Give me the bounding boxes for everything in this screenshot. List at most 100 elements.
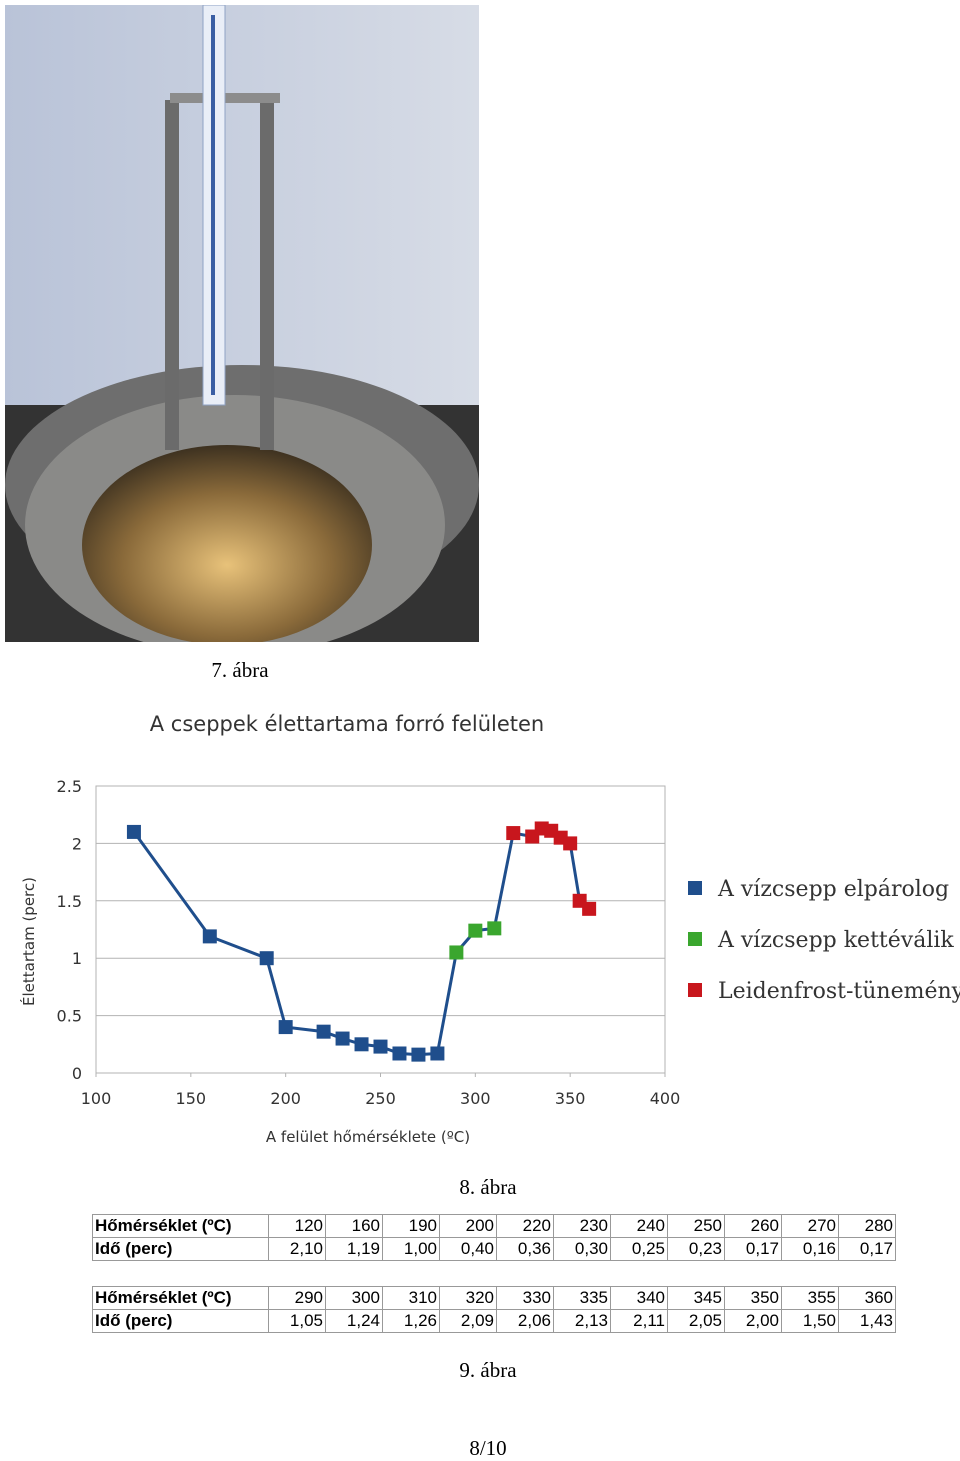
x-tick-label: 100	[81, 1089, 112, 1108]
caption: 9. ábra	[459, 1358, 517, 1382]
table-cell: 2,06	[496, 1309, 554, 1333]
table-cell: 270	[781, 1214, 839, 1238]
x-tick-label: 150	[176, 1089, 207, 1108]
table-cell: 1,19	[325, 1237, 383, 1261]
x-tick-label: 200	[270, 1089, 301, 1108]
table-cell: 230	[553, 1214, 611, 1238]
marker	[259, 951, 274, 966]
data-table: Hőmérséklet (ºC) 290 300 310 320 330 335 340 345…	[92, 1286, 896, 1333]
table-cell: Hőmérséklet (ºC)	[92, 1286, 269, 1310]
table-cell: 2,00	[724, 1309, 782, 1333]
connector-line	[492, 832, 515, 929]
table-cell: 280	[838, 1214, 896, 1238]
legend-swatch	[688, 881, 702, 895]
table-cell: 260	[724, 1214, 782, 1238]
caption: 7. ábra	[211, 658, 269, 682]
y-tick-label: 0	[72, 1064, 82, 1083]
y-tick-label: 2	[72, 834, 82, 853]
marker	[487, 921, 502, 936]
table-cell: 1,00	[382, 1237, 440, 1261]
x-axis-label: A felület hőmérséklete (ºC)	[266, 1128, 470, 1146]
plot-area	[95, 785, 666, 1074]
y-tick-label: 1	[72, 949, 82, 968]
table-cell: 290	[268, 1286, 326, 1310]
table-cell: 240	[610, 1214, 668, 1238]
table-cell: 250	[667, 1214, 725, 1238]
x-tick-label: 250	[365, 1089, 396, 1108]
marker	[126, 824, 141, 839]
table-cell: 310	[382, 1286, 440, 1310]
legend-label: A vízcsepp elpárolog	[717, 877, 949, 902]
table-cell: 1,05	[268, 1309, 326, 1333]
table-cell: 350	[724, 1286, 782, 1310]
table-row: Hőmérséklet (ºC) 120 160 190 200 220 230 240 250…	[92, 1214, 896, 1238]
y-tick-label: 1.5	[57, 892, 82, 911]
table-cell: Idő (perc)	[92, 1309, 269, 1333]
table-cell: 2,11	[610, 1309, 668, 1333]
table-row: Idő (perc) 2,10 1,19 1,00 0,40 0,36 0,30 0,25 0,…	[92, 1237, 896, 1261]
table-cell: 1,24	[325, 1309, 383, 1333]
table-cell: 160	[325, 1214, 383, 1238]
marker	[392, 1046, 407, 1061]
marker	[316, 1024, 331, 1039]
marker	[373, 1039, 388, 1054]
table-row: Hőmérséklet (ºC) 290 300 310 320 330 335 340 345…	[92, 1286, 896, 1310]
table-cell: 0,25	[610, 1237, 668, 1261]
marker	[468, 923, 483, 938]
legend-swatch	[688, 932, 702, 946]
table-cell: 2,09	[439, 1309, 497, 1333]
table-cell: 330	[496, 1286, 554, 1310]
table-cell: 360	[838, 1286, 896, 1310]
table-cell: 355	[781, 1286, 839, 1310]
table-cell: 0,16	[781, 1237, 839, 1261]
table-cell: 1,26	[382, 1309, 440, 1333]
table-cell: 300	[325, 1286, 383, 1310]
y-axis-label: Élettartam (perc)	[19, 877, 38, 1006]
data-table: Hőmérséklet (ºC) 120 160 190 200 220 230 240 250…	[92, 1214, 896, 1261]
table-cell: 1,50	[781, 1309, 839, 1333]
table-cell: 220	[496, 1214, 554, 1238]
legend-label: A vízcsepp kettéválik	[717, 928, 954, 953]
table-cell: 0,23	[667, 1237, 725, 1261]
x-tick-label: 400	[650, 1089, 681, 1108]
table-cell: 190	[382, 1214, 440, 1238]
table-cell: 1,43	[838, 1309, 896, 1333]
marker	[354, 1037, 369, 1052]
table-cell: 0,17	[724, 1237, 782, 1261]
page-number: 8/10	[469, 1436, 507, 1460]
legend-swatch	[688, 983, 702, 997]
legend-label: Leidenfrost-tünemény	[718, 979, 960, 1004]
table-cell: 0,40	[439, 1237, 497, 1261]
table-cell: 335	[553, 1286, 611, 1310]
marker	[563, 836, 578, 851]
table-cell: 0,30	[553, 1237, 611, 1261]
table-cell: 0,17	[838, 1237, 896, 1261]
table-cell: 2,10	[268, 1237, 326, 1261]
marker	[202, 929, 217, 944]
connector-line	[435, 952, 458, 1054]
table-cell: Hőmérséklet (ºC)	[92, 1214, 269, 1238]
marker	[506, 826, 521, 841]
marker	[430, 1046, 445, 1061]
x-tick-label: 300	[460, 1089, 491, 1108]
marker	[582, 901, 597, 916]
table-cell: 345	[667, 1286, 725, 1310]
marker	[278, 1020, 293, 1035]
y-tick-label: 2.5	[57, 777, 82, 796]
table-cell: 200	[439, 1214, 497, 1238]
marker	[449, 945, 464, 960]
table-cell: 340	[610, 1286, 668, 1310]
table-cell: 2,13	[553, 1309, 611, 1333]
table-cell: 0,36	[496, 1237, 554, 1261]
table-cell: 320	[439, 1286, 497, 1310]
caption: 8. ábra	[459, 1175, 517, 1199]
y-tick-label: 0.5	[57, 1007, 82, 1026]
table-cell: Idő (perc)	[92, 1237, 269, 1261]
x-tick-label: 350	[555, 1089, 586, 1108]
marker	[411, 1047, 426, 1062]
photo	[5, 5, 479, 642]
chart: A cseppek élettartama forró felületen 0 0.…	[19, 712, 960, 1146]
table-row: Idő (perc) 1,05 1,24 1,26 2,09 2,06 2,13 2,11 2,…	[92, 1309, 896, 1333]
table-cell: 2,05	[667, 1309, 725, 1333]
